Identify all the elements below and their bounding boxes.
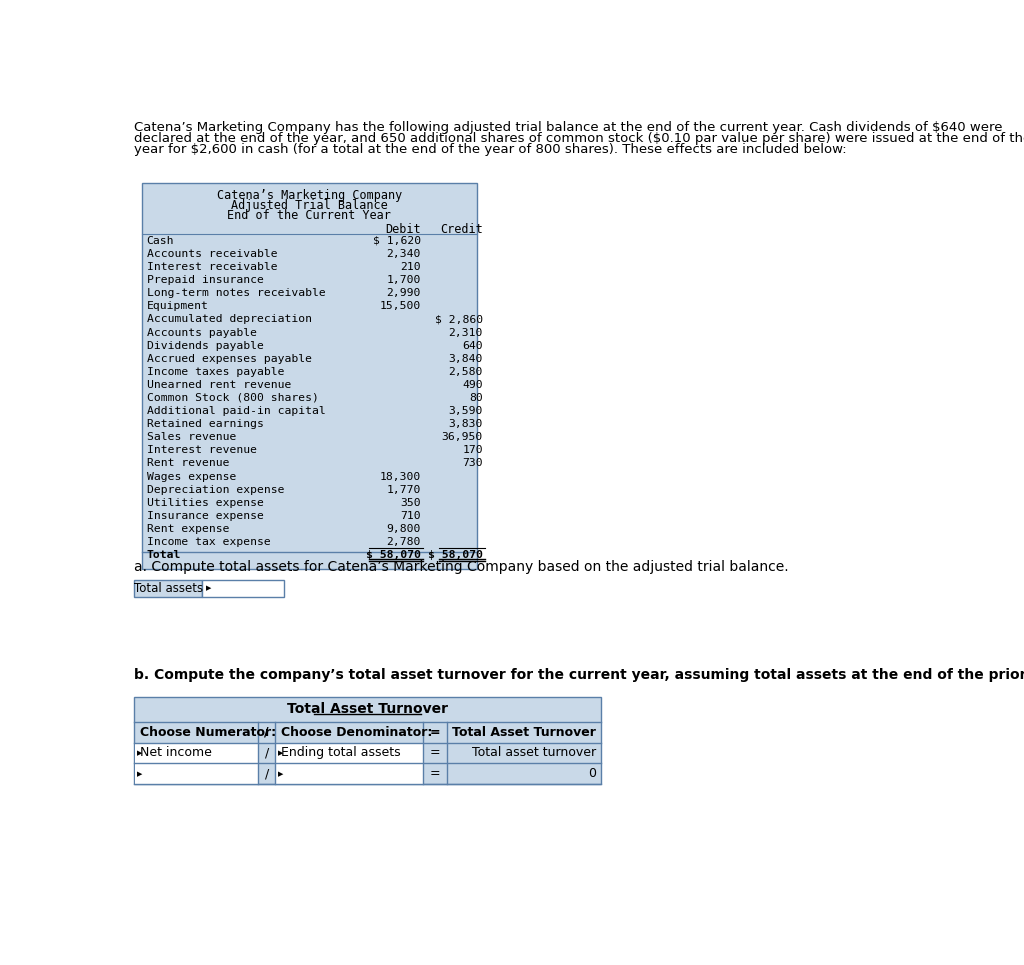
Text: Interest receivable: Interest receivable: [146, 262, 278, 272]
Text: Total Asset Turnover: Total Asset Turnover: [287, 702, 447, 716]
Text: /: /: [264, 726, 269, 738]
Text: 2,990: 2,990: [387, 289, 421, 298]
Text: 80: 80: [469, 393, 483, 403]
Text: Sales revenue: Sales revenue: [146, 432, 236, 442]
Bar: [275, 743, 423, 763]
Text: Debit: Debit: [385, 223, 421, 235]
Text: Adjusted Trial Balance: Adjusted Trial Balance: [231, 199, 388, 212]
Text: =: =: [430, 726, 440, 738]
Text: Total asset turnover: Total asset turnover: [472, 747, 596, 759]
Text: 3,830: 3,830: [449, 419, 483, 429]
Text: $ 58,070: $ 58,070: [428, 550, 483, 560]
Text: =: =: [430, 767, 440, 781]
Text: 3,840: 3,840: [449, 354, 483, 364]
Text: 0: 0: [588, 767, 596, 781]
Bar: [134, 743, 258, 763]
Text: a. Compute total assets for Catena’s Marketing Company based on the adjusted tri: a. Compute total assets for Catena’s Mar…: [134, 560, 788, 574]
Text: Cash: Cash: [146, 235, 174, 246]
Text: 1,700: 1,700: [387, 275, 421, 286]
Text: Accrued expenses payable: Accrued expenses payable: [146, 354, 311, 364]
Text: $ 2,860: $ 2,860: [435, 315, 483, 324]
Text: ▶: ▶: [206, 586, 211, 592]
Text: Total Asset Turnover: Total Asset Turnover: [453, 726, 596, 738]
Text: 18,300: 18,300: [380, 472, 421, 482]
Text: Dividends payable: Dividends payable: [146, 341, 263, 350]
Text: $ 1,620: $ 1,620: [373, 235, 421, 246]
Text: declared at the end of the year, and 650 additional shares of common stock ($0.1: declared at the end of the year, and 650…: [134, 132, 1024, 145]
Bar: [134, 763, 258, 785]
Text: 1,770: 1,770: [387, 484, 421, 495]
Text: Choose Denominator:: Choose Denominator:: [282, 726, 433, 738]
Text: Catena’s Marketing Company: Catena’s Marketing Company: [217, 189, 402, 202]
Text: Retained earnings: Retained earnings: [146, 419, 263, 429]
Text: Net income: Net income: [140, 747, 212, 759]
Text: 170: 170: [462, 446, 483, 455]
Text: 15,500: 15,500: [380, 301, 421, 312]
Text: 710: 710: [400, 510, 421, 521]
Text: Accounts receivable: Accounts receivable: [146, 249, 278, 259]
Text: Interest revenue: Interest revenue: [146, 446, 257, 455]
Text: Rent revenue: Rent revenue: [146, 458, 229, 468]
Text: ▶: ▶: [136, 771, 142, 777]
Text: Catena’s Marketing Company has the following adjusted trial balance at the end o: Catena’s Marketing Company has the follo…: [134, 122, 1002, 134]
Text: 2,780: 2,780: [387, 537, 421, 547]
Bar: [134, 697, 601, 785]
Text: /: /: [264, 747, 269, 759]
Text: Additional paid-in capital: Additional paid-in capital: [146, 406, 326, 416]
Text: Accounts payable: Accounts payable: [146, 327, 257, 338]
Text: year for $2,600 in cash (for a total at the end of the year of 800 shares). Thes: year for $2,600 in cash (for a total at …: [134, 143, 847, 155]
Bar: [275, 763, 423, 785]
Text: Utilities expense: Utilities expense: [146, 498, 263, 508]
Text: 210: 210: [400, 262, 421, 272]
Text: ▶: ▶: [136, 750, 142, 756]
Bar: [142, 182, 477, 568]
Text: Wages expense: Wages expense: [146, 472, 236, 482]
Bar: [134, 580, 203, 597]
Text: Equipment: Equipment: [146, 301, 209, 312]
Text: End of the Current Year: End of the Current Year: [227, 209, 391, 222]
Text: Credit: Credit: [440, 223, 483, 235]
Text: 640: 640: [462, 341, 483, 350]
Text: 9,800: 9,800: [387, 524, 421, 534]
Text: 2,580: 2,580: [449, 367, 483, 376]
Text: Total assets: Total assets: [134, 582, 203, 595]
Text: Long-term notes receivable: Long-term notes receivable: [146, 289, 326, 298]
Text: Prepaid insurance: Prepaid insurance: [146, 275, 263, 286]
Text: Ending total assets: Ending total assets: [282, 747, 401, 759]
Bar: [203, 580, 284, 597]
Text: ▶: ▶: [278, 771, 283, 777]
Text: 730: 730: [462, 458, 483, 468]
Text: ▶: ▶: [278, 750, 283, 756]
Text: Rent expense: Rent expense: [146, 524, 229, 534]
Text: Insurance expense: Insurance expense: [146, 510, 263, 521]
Text: Income tax expense: Income tax expense: [146, 537, 270, 547]
Text: Unearned rent revenue: Unearned rent revenue: [146, 380, 291, 390]
Text: 2,310: 2,310: [449, 327, 483, 338]
Text: Common Stock (800 shares): Common Stock (800 shares): [146, 393, 318, 403]
Text: Accumulated depreciation: Accumulated depreciation: [146, 315, 311, 324]
Text: Depreciation expense: Depreciation expense: [146, 484, 284, 495]
Text: 350: 350: [400, 498, 421, 508]
Text: Total: Total: [146, 550, 181, 560]
Text: $ 58,070: $ 58,070: [366, 550, 421, 560]
Text: 3,590: 3,590: [449, 406, 483, 416]
Text: Choose Numerator:: Choose Numerator:: [140, 726, 276, 738]
Text: 2,340: 2,340: [387, 249, 421, 259]
Text: b. Compute the company’s total asset turnover for the current year, assuming tot: b. Compute the company’s total asset tur…: [134, 668, 1024, 682]
Text: 36,950: 36,950: [441, 432, 483, 442]
Text: /: /: [264, 767, 269, 781]
Text: =: =: [430, 747, 440, 759]
Text: 490: 490: [462, 380, 483, 390]
Text: Income taxes payable: Income taxes payable: [146, 367, 284, 376]
